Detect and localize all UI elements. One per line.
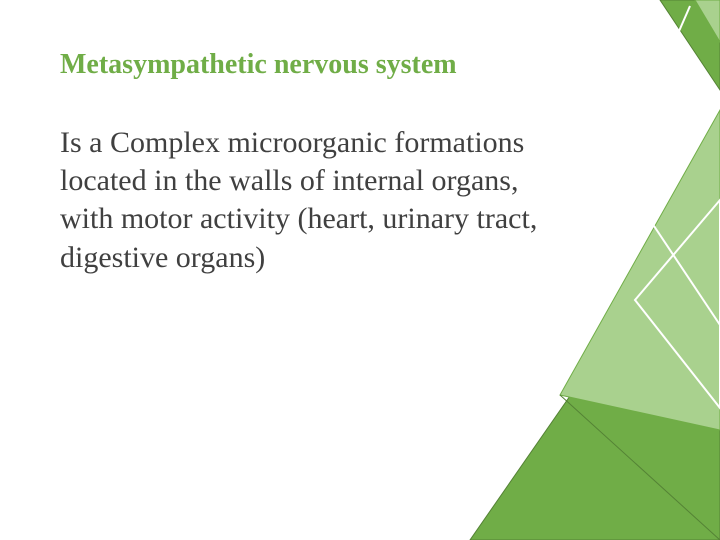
slide-content: Metasympathetic nervous system Is a Comp… (60, 48, 540, 277)
slide-title: Metasympathetic nervous system (60, 48, 540, 82)
presentation-slide: Metasympathetic nervous system Is a Comp… (0, 0, 720, 540)
slide-body-text: Is a Complex microorganic formations loc… (60, 124, 540, 278)
